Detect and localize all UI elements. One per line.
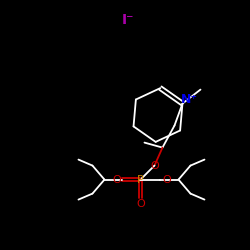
- Text: O: O: [150, 160, 159, 170]
- Text: O: O: [136, 198, 145, 208]
- Text: I⁻: I⁻: [122, 13, 134, 27]
- Text: N⁺: N⁺: [181, 93, 198, 106]
- Text: O: O: [112, 174, 121, 184]
- Text: P: P: [137, 174, 144, 184]
- Text: O: O: [162, 174, 171, 184]
